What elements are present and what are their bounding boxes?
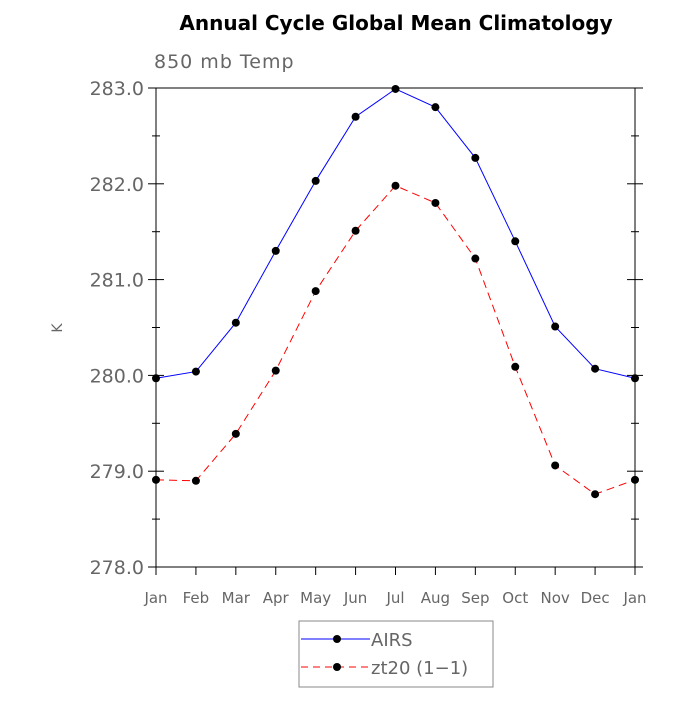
y-tick-label: 280.0: [90, 365, 144, 387]
series-line-0: [155, 88, 636, 379]
data-point: [311, 287, 320, 296]
data-point: [351, 226, 360, 235]
x-tick-label: Sep: [461, 589, 489, 607]
x-tick-label: Aug: [421, 589, 450, 607]
y-tick-label: 279.0: [90, 461, 144, 483]
y-axis-label: K: [50, 323, 66, 333]
x-tick-label: Oct: [502, 589, 528, 607]
data-point: [231, 318, 240, 327]
data-point: [431, 103, 440, 112]
data-point: [391, 181, 400, 190]
x-tick-label: Jan: [622, 589, 646, 607]
data-point: [551, 322, 560, 331]
data-point: [191, 367, 200, 376]
legend-label-zt20: zt20 (1−1): [371, 658, 468, 679]
data-point: [431, 198, 440, 207]
data-point: [391, 84, 400, 93]
data-point: [351, 112, 360, 121]
chart-subtitle: 850 mb Temp: [154, 51, 295, 73]
y-tick-label: 278.0: [90, 557, 144, 579]
legend-marker-zt20: [333, 663, 341, 671]
data-point: [191, 476, 200, 485]
x-tick-label: Nov: [541, 589, 570, 607]
data-point: [152, 374, 160, 383]
data-point: [511, 362, 520, 371]
x-tick-label: Mar: [222, 589, 251, 607]
y-tick-label: 281.0: [90, 270, 144, 292]
data-point: [591, 364, 600, 373]
data-point: [511, 237, 520, 246]
data-point: [631, 475, 639, 484]
data-point: [591, 490, 600, 499]
data-point: [551, 461, 560, 470]
data-point: [311, 176, 320, 185]
series-line-1: [155, 185, 636, 495]
data-point: [631, 374, 639, 383]
data-point: [231, 429, 240, 438]
y-tick-label: 282.0: [90, 174, 144, 196]
chart-title: Annual Cycle Global Mean Climatology: [179, 11, 612, 35]
x-tick-label: Jan: [143, 589, 167, 607]
legend: AIRS zt20 (1−1): [298, 620, 494, 688]
data-point: [271, 366, 280, 375]
data-point: [471, 153, 480, 162]
x-tick-label: May: [300, 589, 331, 607]
x-tick-label: Dec: [581, 589, 610, 607]
x-tick-label: Jul: [385, 589, 404, 607]
x-tick-label: Jun: [343, 589, 367, 607]
x-tick-label: Apr: [263, 589, 290, 607]
plot-frame: [155, 87, 636, 568]
legend-label-airs: AIRS: [371, 630, 413, 651]
data-point: [271, 246, 280, 255]
x-tick-label: Feb: [183, 589, 210, 607]
legend-marker-airs: [333, 635, 341, 643]
data-point: [471, 254, 480, 263]
y-tick-label: 283.0: [90, 78, 144, 100]
data-point: [152, 475, 160, 484]
